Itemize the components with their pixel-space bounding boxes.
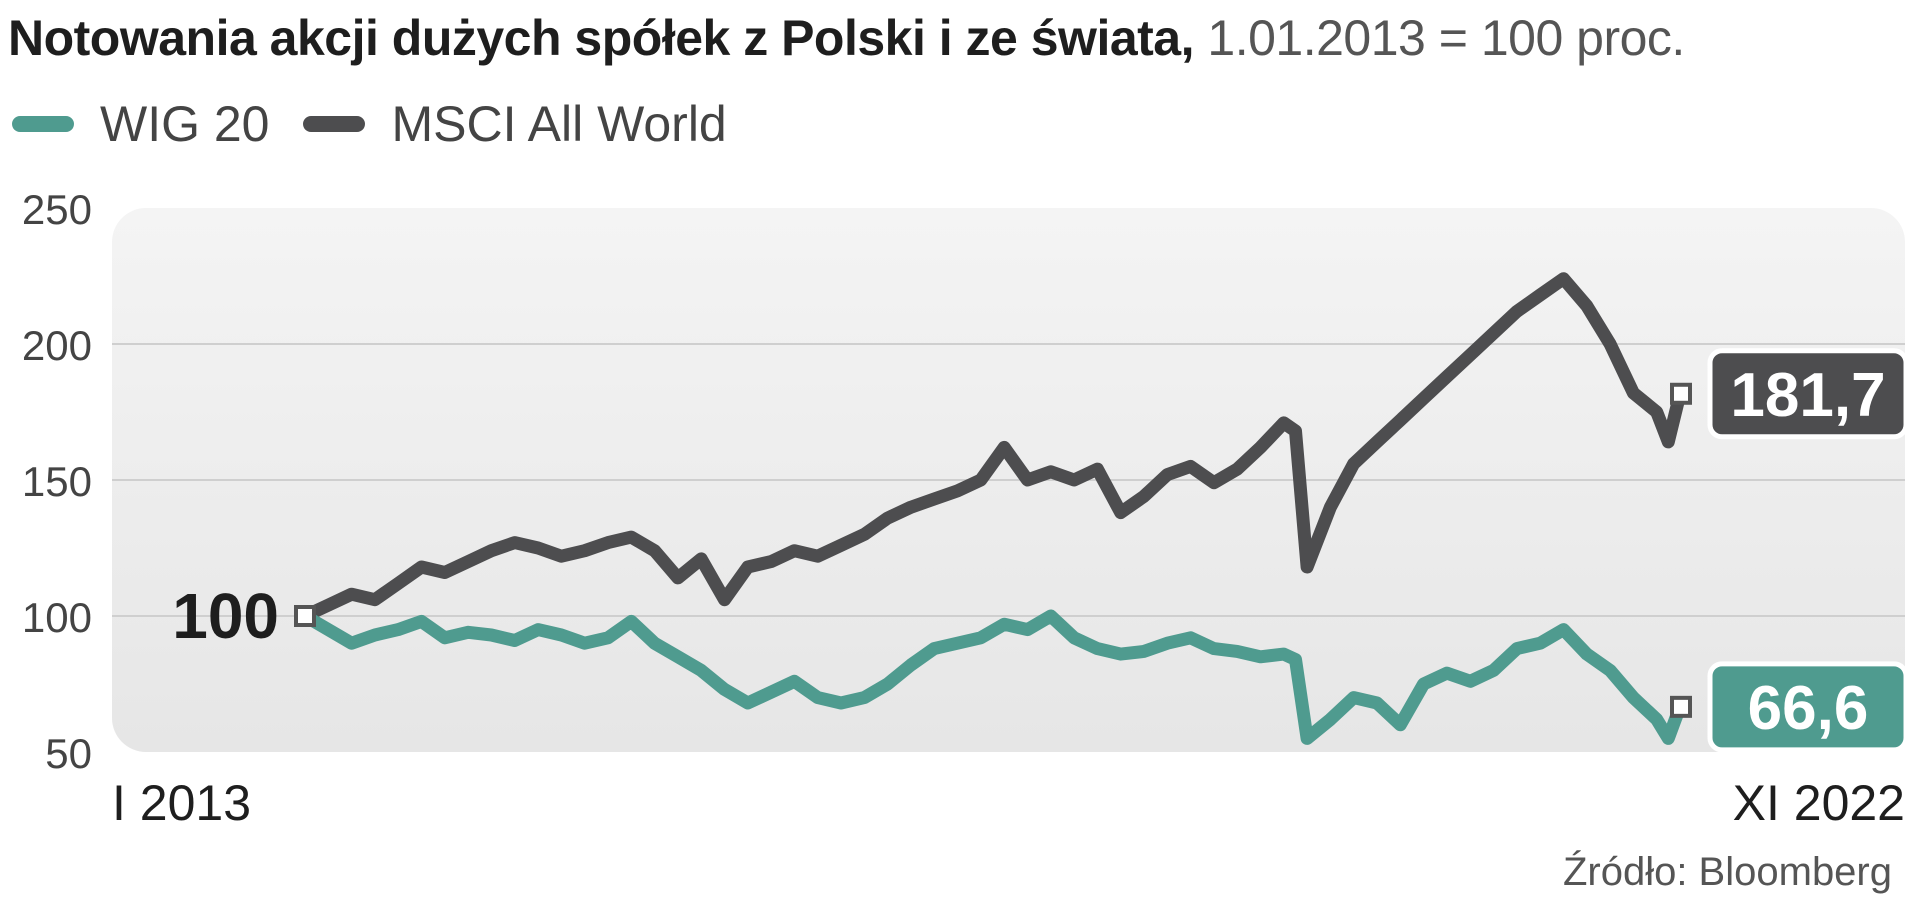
x-label-start: I 2013 bbox=[112, 775, 251, 831]
end-label-box-msci bbox=[1707, 348, 1909, 440]
legend-label-wig20: WIG 20 bbox=[100, 96, 270, 152]
y-tick-label-100: 100 bbox=[22, 594, 92, 641]
y-tick-label-200: 200 bbox=[22, 322, 92, 369]
start-marker bbox=[294, 605, 316, 627]
end-label-msci: 181,7 bbox=[1730, 361, 1885, 430]
legend-item-msci: MSCI All World bbox=[303, 92, 727, 156]
series-line-msci bbox=[298, 272, 1687, 623]
legend-label-msci: MSCI All World bbox=[391, 96, 727, 152]
y-tick-label-50: 50 bbox=[45, 730, 92, 777]
y-tick-label-250: 250 bbox=[22, 186, 92, 233]
chart-title-bold: Notowania akcji dużych spółek z Polski i… bbox=[8, 10, 1195, 66]
end-marker-wig20 bbox=[1670, 695, 1692, 718]
y-tick-label-150: 150 bbox=[22, 458, 92, 505]
end-marker-msci bbox=[1670, 382, 1692, 405]
end-label-box-wig20 bbox=[1707, 661, 1909, 753]
legend-swatch-msci bbox=[303, 116, 366, 132]
x-label-end: XI 2022 bbox=[1733, 775, 1905, 831]
end-label-wig20: 66,6 bbox=[1748, 674, 1869, 743]
source-note: Źródło: Bloomberg bbox=[1562, 850, 1892, 894]
chart-title: Notowania akcji dużych spółek z Polski i… bbox=[8, 6, 1685, 70]
chart-title-subtitle: 1.01.2013 = 100 proc. bbox=[1207, 10, 1685, 66]
start-label: 100 bbox=[172, 580, 279, 652]
legend-item-wig20: WIG 20 bbox=[12, 92, 269, 156]
series-line-wig20 bbox=[298, 609, 1687, 745]
legend-swatch-wig20 bbox=[12, 116, 74, 132]
chart-legend: WIG 20 MSCI All World bbox=[12, 92, 727, 156]
